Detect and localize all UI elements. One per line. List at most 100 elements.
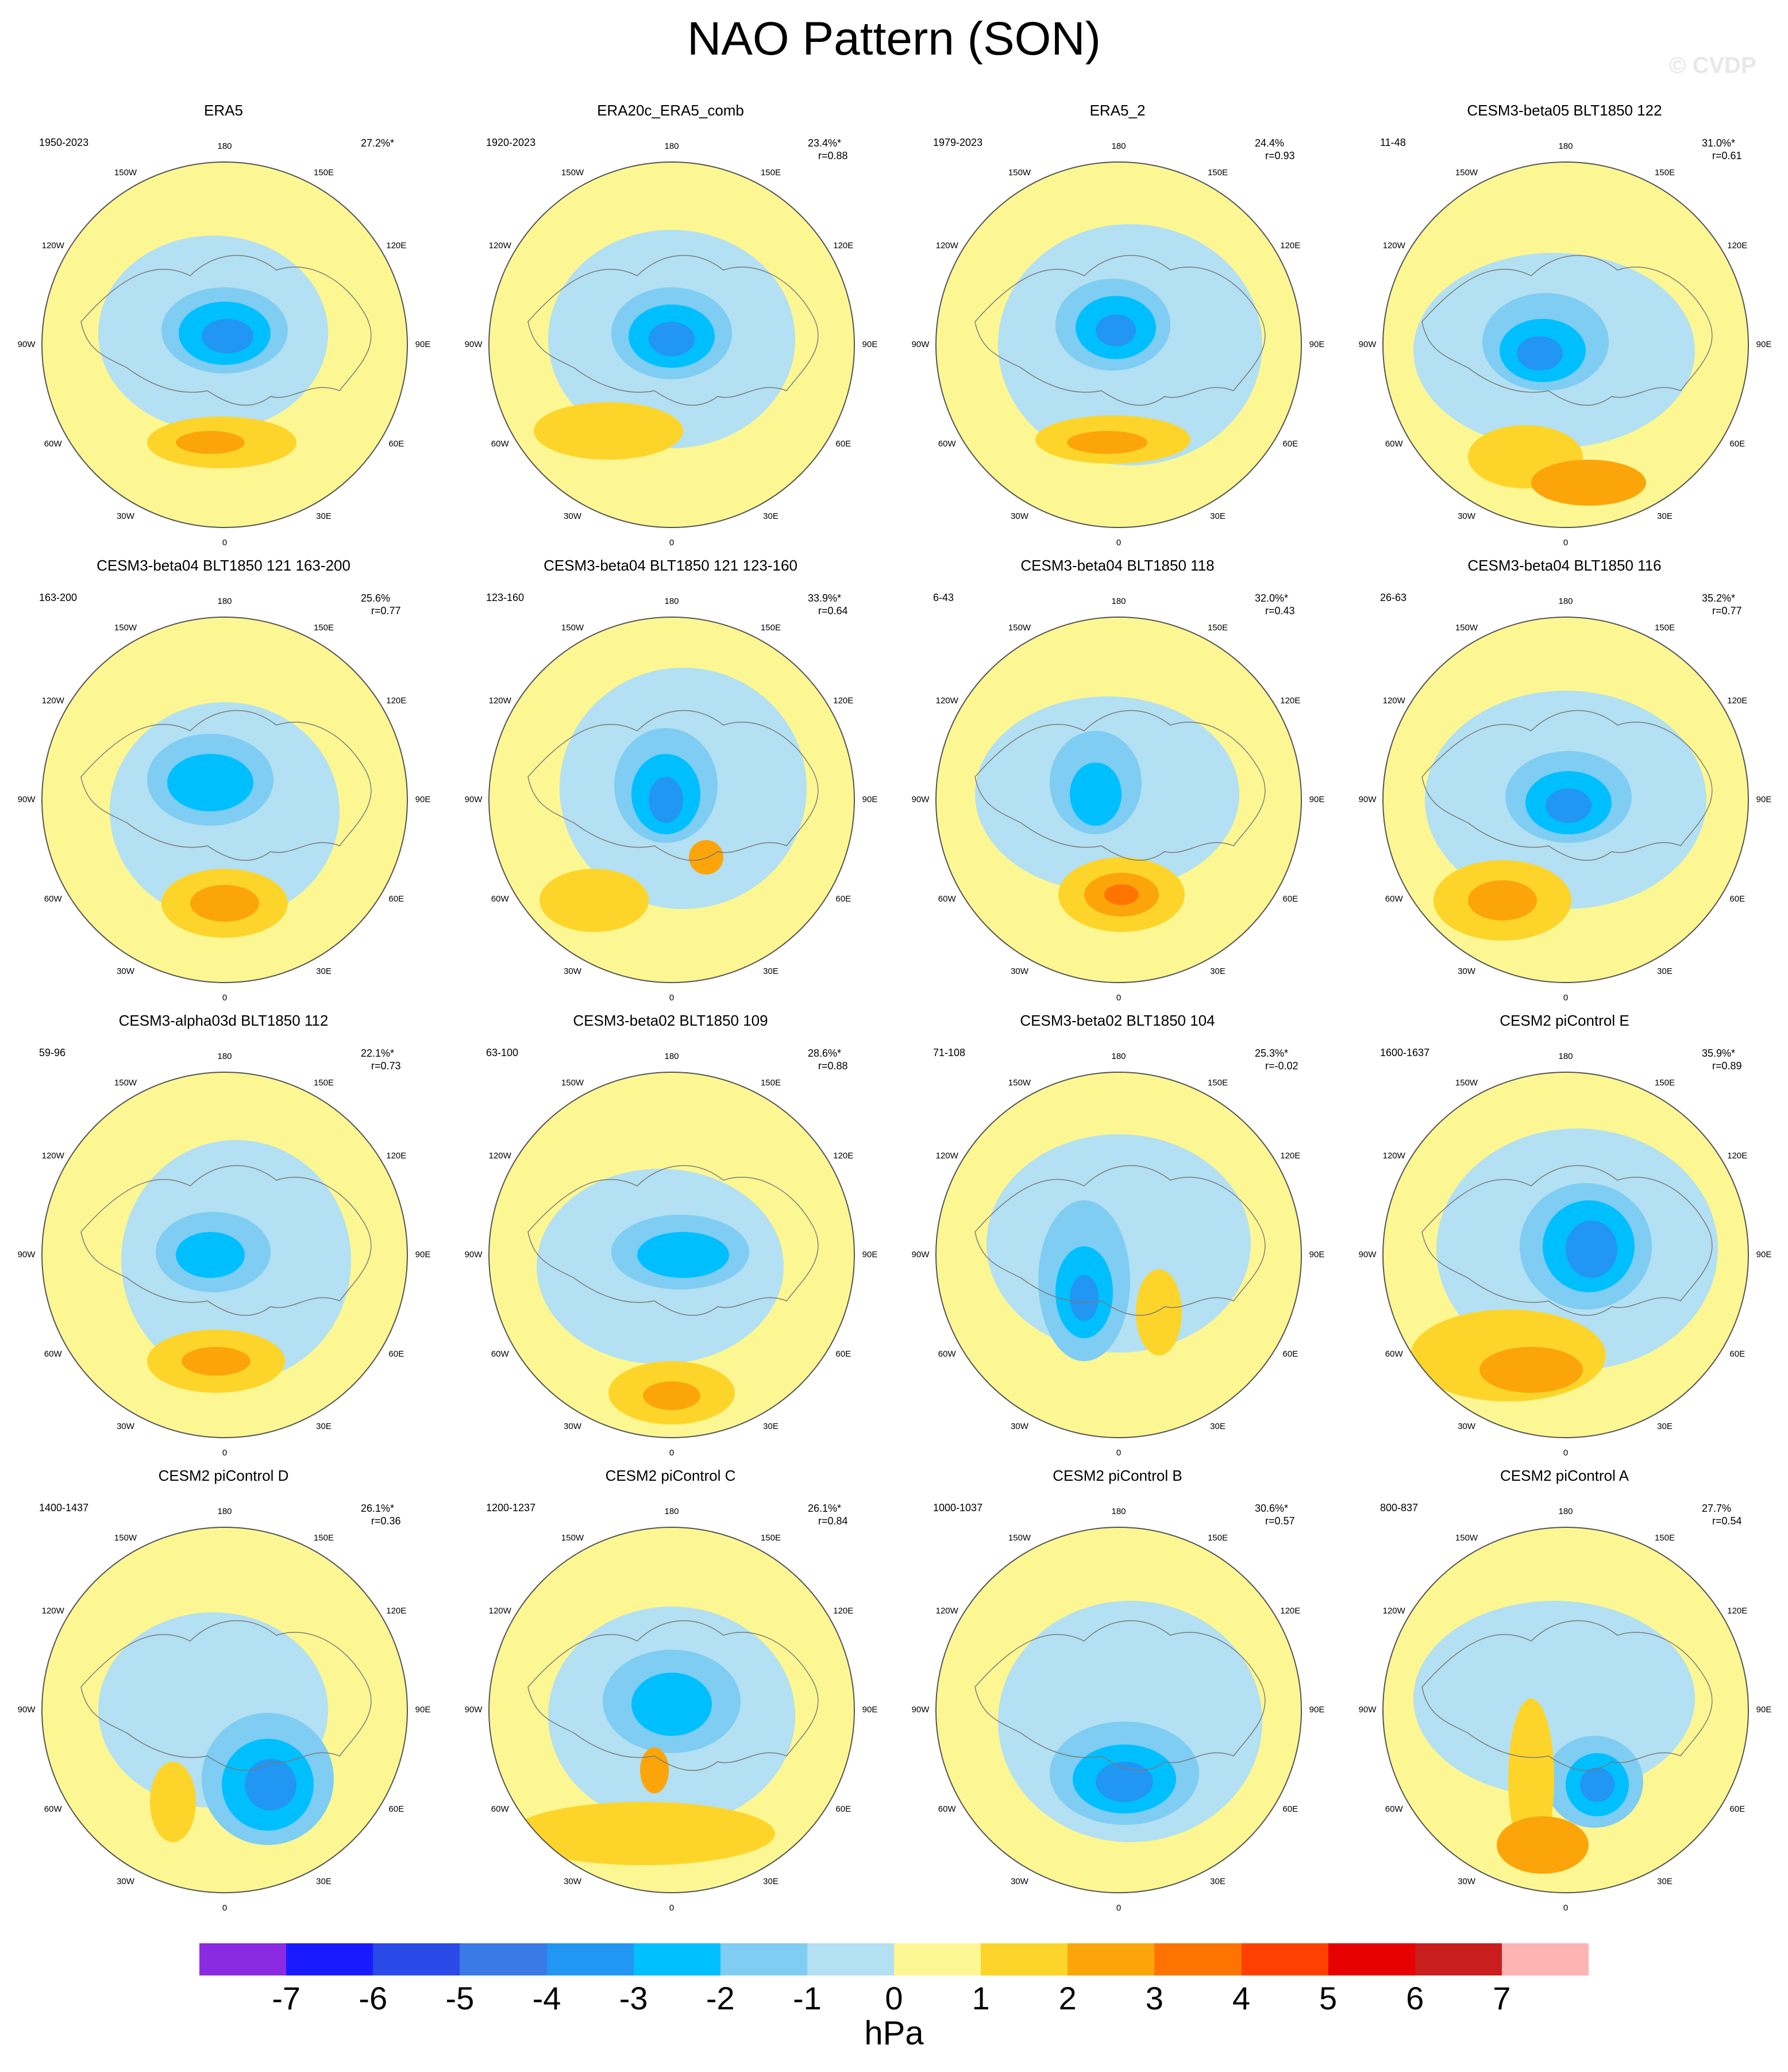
panel-title: CESM3-beta04 BLT1850 121 123-160 bbox=[544, 557, 797, 574]
longitude-label: 150W bbox=[561, 168, 584, 178]
panel-stats: 25.6% r=0.77 bbox=[361, 592, 401, 617]
panel-stats: 26.1%* r=0.84 bbox=[808, 1502, 848, 1527]
panel-stats: 23.4%* r=0.88 bbox=[808, 137, 848, 162]
map-low-anomaly bbox=[167, 754, 253, 811]
longitude-label: 120W bbox=[1382, 1150, 1405, 1161]
map-panel: CESM2 piControl A 800-837 27.7% r=0.54 180 15… bbox=[1341, 1466, 1788, 1920]
longitude-label: 90W bbox=[464, 795, 483, 804]
longitude-label: 180 bbox=[217, 1052, 232, 1061]
longitude-label: 30E bbox=[1210, 1421, 1226, 1431]
longitude-label: 60E bbox=[1282, 1804, 1298, 1814]
map-high-anomaly bbox=[511, 1802, 775, 1865]
longitude-label: 150W bbox=[114, 1533, 137, 1543]
longitude-label: 30W bbox=[564, 966, 581, 976]
longitude-label: 180 bbox=[217, 1507, 232, 1516]
longitude-label: 60E bbox=[1729, 438, 1745, 449]
panel-stats: 35.2%* r=0.77 bbox=[1702, 592, 1742, 617]
longitude-label: 150E bbox=[313, 1078, 334, 1088]
longitude-label: 90E bbox=[1756, 340, 1772, 349]
longitude-label: 120E bbox=[1727, 1605, 1748, 1616]
panel-years: 1400-1437 bbox=[39, 1502, 89, 1513]
map-low-anomaly bbox=[1546, 788, 1592, 823]
longitude-label: 120E bbox=[833, 240, 854, 251]
panel-correlation: r=0.54 bbox=[1712, 1515, 1742, 1527]
longitude-label: 90E bbox=[1756, 795, 1772, 804]
panel-stats: 27.7% r=0.54 bbox=[1702, 1502, 1742, 1527]
colorbar-segment bbox=[807, 1943, 894, 1975]
map-low-anomaly bbox=[1517, 336, 1563, 371]
longitude-label: 150E bbox=[313, 168, 334, 178]
panel-years: 800-837 bbox=[1380, 1502, 1419, 1513]
longitude-label: 90E bbox=[415, 795, 431, 804]
longitude-label: 60W bbox=[491, 438, 509, 449]
panel-title: CESM2 piControl D bbox=[158, 1467, 289, 1484]
coastline bbox=[1421, 255, 1713, 406]
longitude-label: 30E bbox=[1210, 511, 1226, 521]
longitude-label: 90W bbox=[1358, 1250, 1377, 1260]
longitude-label: 150W bbox=[1008, 168, 1031, 178]
panel-correlation: r=0.57 bbox=[1265, 1515, 1295, 1527]
map-high-anomaly bbox=[190, 885, 259, 922]
longitude-label: 60W bbox=[1385, 1349, 1403, 1359]
longitude-label: 150E bbox=[313, 623, 334, 633]
map-panel: CESM3-beta04 BLT1850 116 26-63 35.2%* r=0.7… bbox=[1341, 556, 1788, 1010]
panel-years: 1979-2023 bbox=[933, 137, 983, 148]
longitude-label: 30E bbox=[763, 1876, 779, 1886]
longitude-label: 60W bbox=[491, 1804, 509, 1814]
colorbar-segment bbox=[199, 1943, 287, 1975]
longitude-label: 180 bbox=[1558, 1507, 1573, 1516]
panel-years: 11-48 bbox=[1380, 137, 1406, 148]
polar-map bbox=[1382, 161, 1749, 528]
longitude-label: 150W bbox=[114, 168, 137, 178]
longitude-label: 60E bbox=[835, 438, 851, 449]
map-low-anomaly bbox=[631, 1673, 712, 1736]
longitude-label: 150W bbox=[1008, 1533, 1031, 1543]
colorbar-tick-label: 2 bbox=[1058, 1980, 1077, 2016]
panel-variance: 28.6%* bbox=[808, 1047, 842, 1059]
longitude-label: 30E bbox=[1210, 966, 1226, 976]
longitude-label: 30E bbox=[316, 966, 332, 976]
longitude-label: 90W bbox=[464, 340, 483, 349]
panel-correlation: r=0.64 bbox=[818, 605, 848, 617]
longitude-label: 30W bbox=[1458, 511, 1475, 521]
map-low-anomaly bbox=[637, 1232, 729, 1278]
panel-stats: 26.1%* r=0.36 bbox=[361, 1502, 401, 1527]
panel-years: 1920-2023 bbox=[486, 137, 536, 148]
panel-title: CESM3-beta05 BLT1850 122 bbox=[1467, 102, 1662, 119]
longitude-label: 30E bbox=[316, 1421, 332, 1431]
map-high-anomaly bbox=[182, 1347, 251, 1376]
longitude-label: 30W bbox=[1011, 966, 1028, 976]
longitude-label: 0 bbox=[222, 1903, 228, 1913]
map-border bbox=[1382, 1527, 1749, 1893]
longitude-label: 90E bbox=[1756, 1705, 1772, 1715]
longitude-label: 150E bbox=[1654, 1533, 1675, 1543]
panel-correlation: r=0.93 bbox=[1265, 150, 1295, 161]
colorbar-tick-label: -6 bbox=[359, 1980, 388, 2016]
longitude-label: 180 bbox=[664, 596, 679, 606]
longitude-label: 90W bbox=[17, 1250, 36, 1260]
map-border bbox=[935, 161, 1302, 528]
longitude-label: 60W bbox=[1385, 438, 1403, 449]
longitude-label: 30E bbox=[763, 511, 779, 521]
coastline bbox=[974, 1165, 1266, 1316]
copyright-label: © CVDP bbox=[1669, 53, 1756, 78]
map-high-anomaly bbox=[1531, 460, 1646, 506]
colorbar-tick-label: 0 bbox=[885, 1980, 903, 2016]
longitude-label: 90E bbox=[1309, 795, 1325, 804]
longitude-label: 120E bbox=[833, 695, 854, 706]
polar-map bbox=[488, 161, 855, 528]
map-border bbox=[935, 1072, 1302, 1438]
map-low-anomaly bbox=[176, 1232, 245, 1278]
colorbar-segment bbox=[460, 1943, 547, 1975]
longitude-label: 120W bbox=[1382, 240, 1405, 251]
panel-years: 1000-1037 bbox=[933, 1502, 983, 1513]
colorbar-segment bbox=[546, 1943, 634, 1975]
longitude-label: 120W bbox=[935, 240, 958, 251]
longitude-label: 150E bbox=[760, 1533, 781, 1543]
panel-stats: 31.0%* r=0.61 bbox=[1702, 137, 1742, 162]
map-border bbox=[1382, 161, 1749, 528]
map-panel: ERA5 1950-2023 27.2%* 180 150E 120E 90E 60E 30E 0… bbox=[0, 101, 447, 555]
longitude-label: 30W bbox=[564, 511, 581, 521]
map-high-anomaly bbox=[176, 431, 245, 454]
coastline bbox=[527, 255, 819, 406]
